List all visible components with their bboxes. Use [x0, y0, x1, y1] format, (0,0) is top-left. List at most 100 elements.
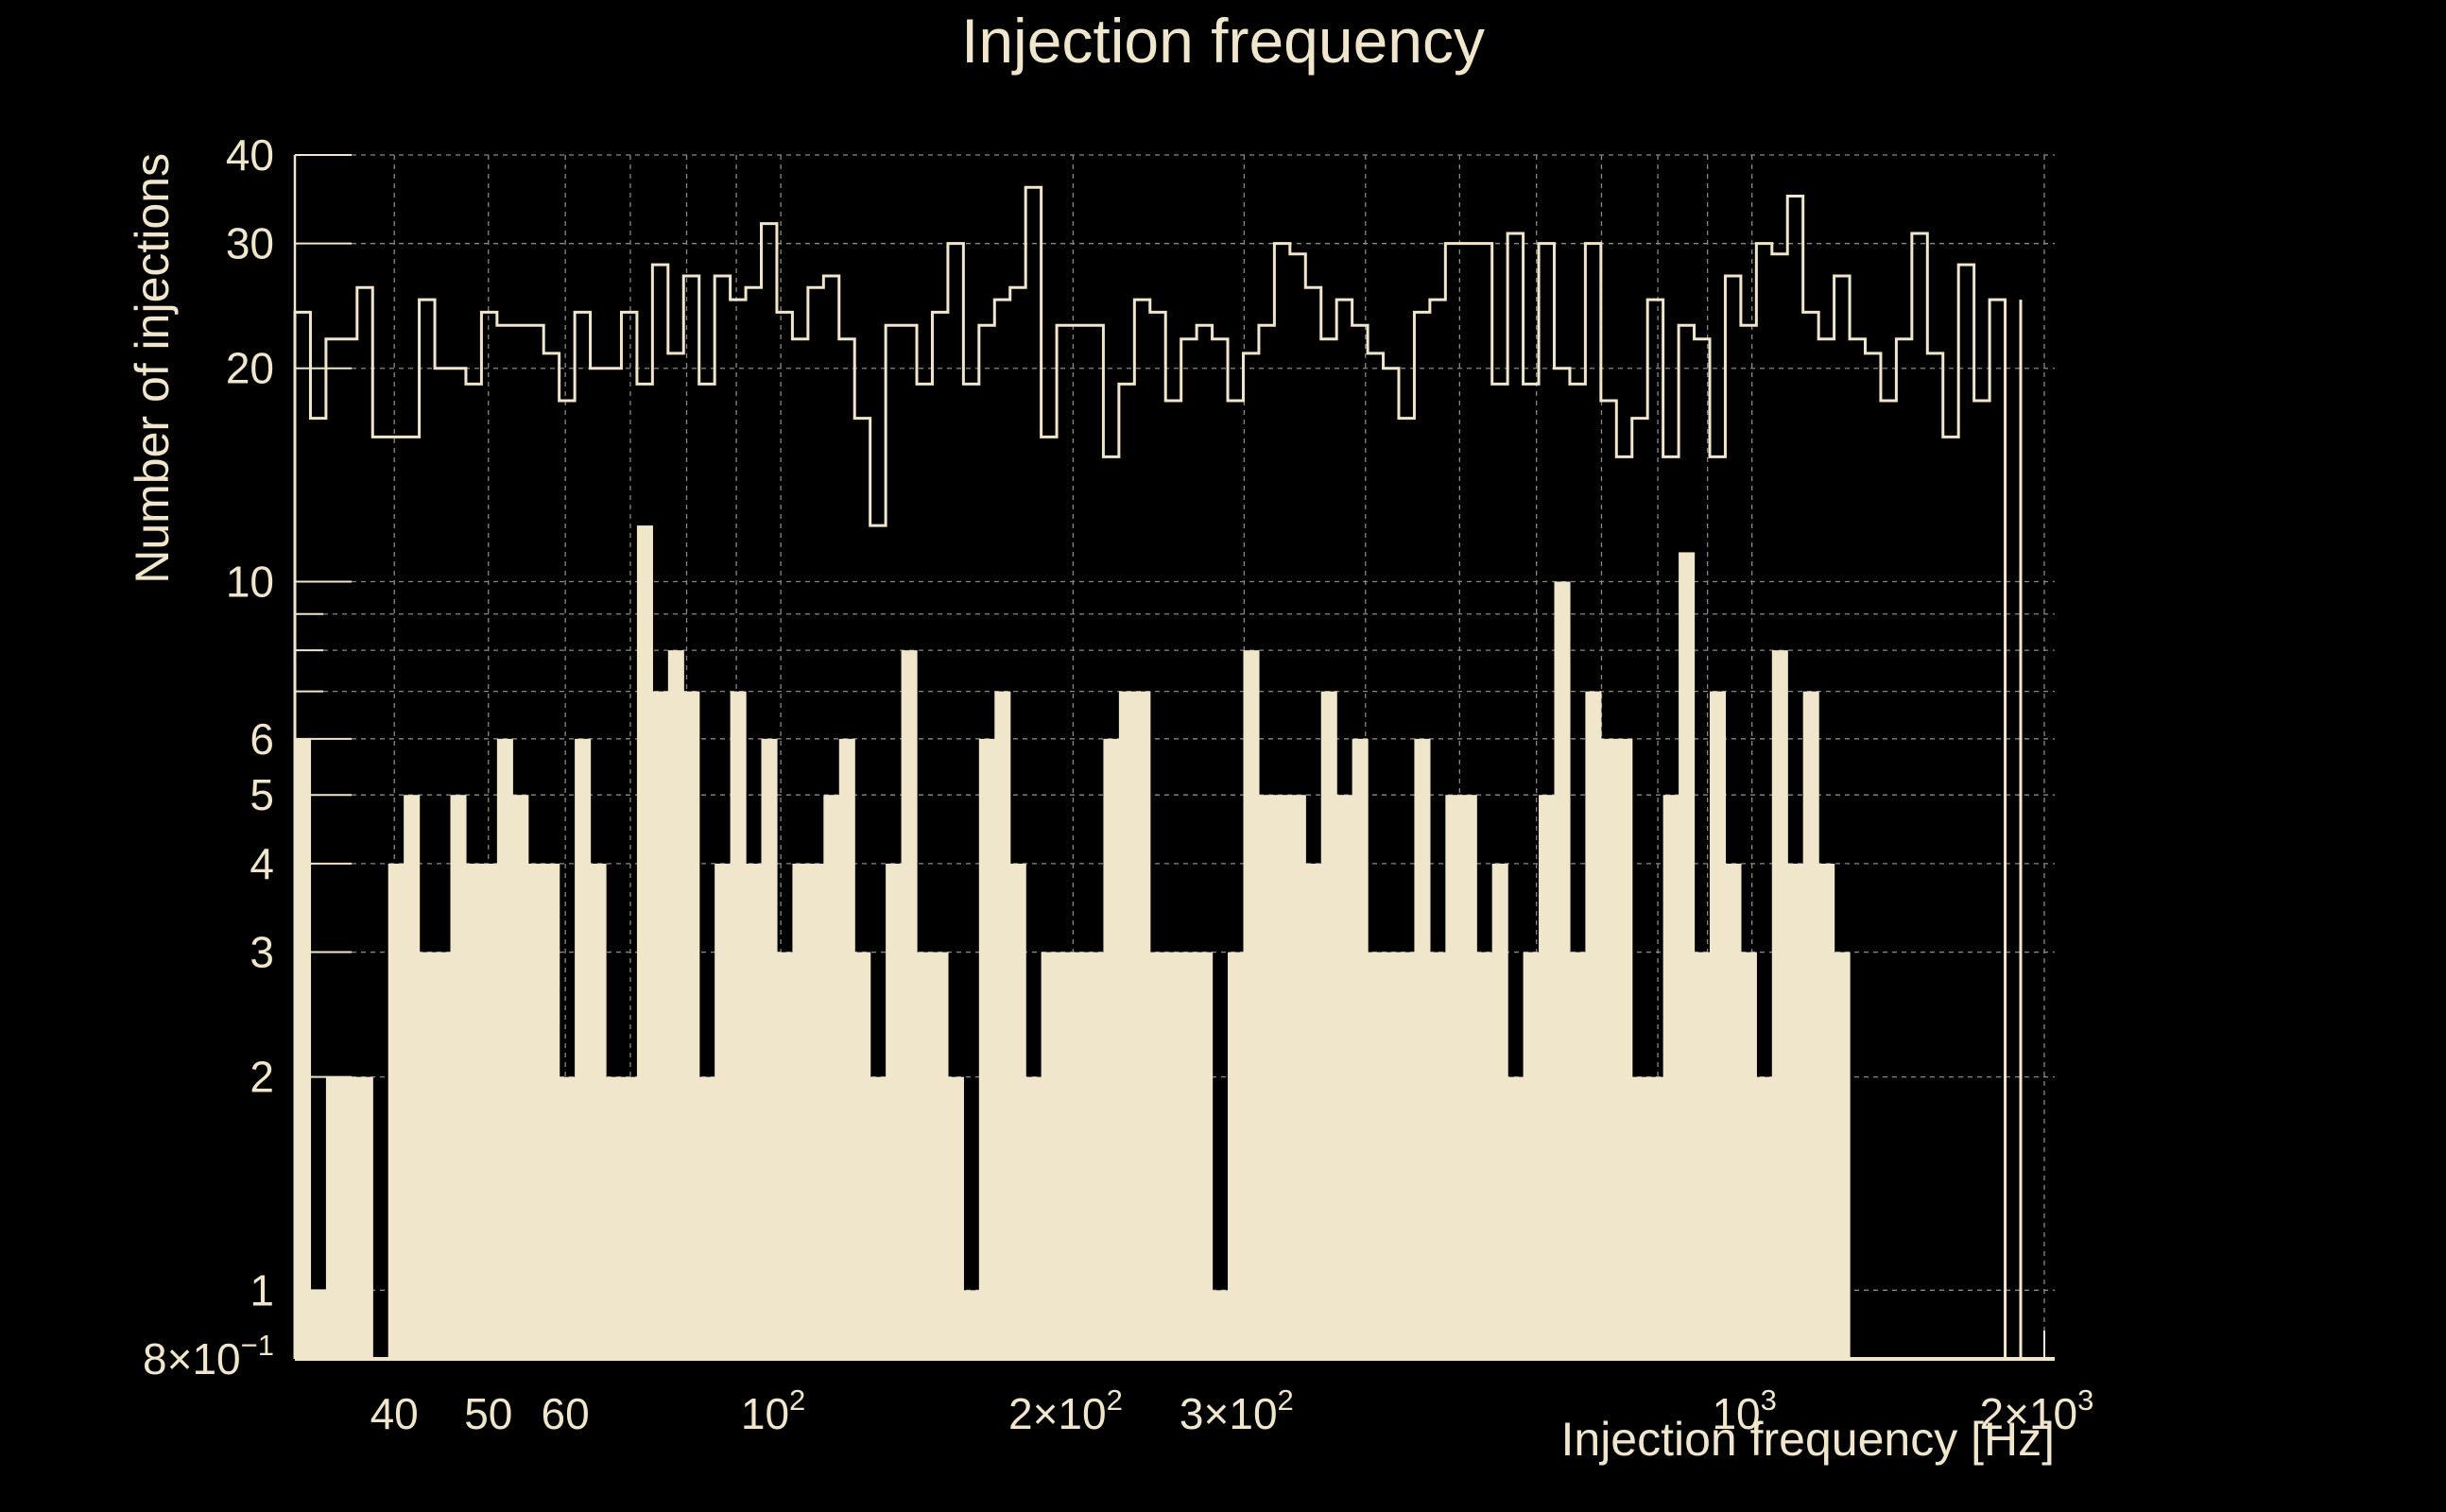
recovered-bar [917, 952, 934, 1359]
y-tick-label: 3 [250, 928, 274, 977]
recovered-bar [1491, 863, 1508, 1359]
recovered-bar [932, 952, 949, 1359]
recovered-bar [1725, 863, 1742, 1359]
recovered-bar [1336, 795, 1353, 1359]
y-tick-label: 30 [226, 219, 274, 268]
recovered-bar [1274, 795, 1291, 1359]
recovered-bar [1460, 795, 1477, 1359]
recovered-bar [1165, 952, 1182, 1359]
recovered-bar [667, 650, 684, 1359]
recovered-bar [310, 1290, 327, 1359]
recovered-bar [1756, 1076, 1773, 1359]
recovered-bar [683, 691, 700, 1359]
recovered-bar [1445, 795, 1462, 1359]
recovered-bar [870, 1076, 887, 1359]
recovered-bar [1616, 738, 1633, 1359]
recovered-bar [1103, 738, 1120, 1359]
axes-layer [293, 154, 2055, 1361]
recovered-bar [450, 795, 467, 1359]
y-tick-label: 8×10−1 [143, 1329, 274, 1383]
injected-step-line [293, 185, 2023, 1361]
recovered-bar [636, 525, 653, 1359]
recovered-bar [512, 795, 529, 1359]
recovered-bar [1180, 952, 1197, 1359]
recovered-bar [1818, 863, 1835, 1359]
recovered-bar [465, 863, 483, 1359]
recovered-bar [1352, 738, 1369, 1359]
recovered-bar [341, 1076, 358, 1359]
x-tick-label: 50 [464, 1389, 512, 1438]
y-tick-label: 20 [226, 344, 274, 393]
recovered-bar [1072, 952, 1089, 1359]
x-tick-label: 103 [1712, 1383, 1776, 1438]
recovered-bar [1662, 795, 1679, 1359]
recovered-bar [886, 863, 903, 1359]
recovered-bar [1398, 952, 1416, 1359]
recovered-bar [1740, 952, 1757, 1359]
recovered-bar [901, 650, 918, 1359]
recovered-bar [1368, 952, 1385, 1359]
x-tick-label: 2×103 [1980, 1383, 2094, 1438]
recovered-bar [1694, 952, 1711, 1359]
recovered-bar [575, 738, 592, 1359]
recovered-bar [388, 863, 405, 1359]
recovered-bar [1507, 1076, 1524, 1359]
x-tick-label: 40 [370, 1389, 419, 1438]
recovered-bar [1787, 863, 1804, 1359]
recovered-bar [1383, 952, 1400, 1359]
recovered-bar [1305, 863, 1322, 1359]
recovered-bar [1025, 1076, 1042, 1359]
x-tick-label: 3×102 [1180, 1383, 1294, 1438]
recovered-bar [1569, 952, 1586, 1359]
recovered-bar [1041, 952, 1058, 1359]
recovered-bar [1802, 691, 1819, 1359]
recovered-bar [1009, 863, 1026, 1359]
recovered-bar [652, 691, 669, 1359]
recovered-bar [1554, 581, 1571, 1359]
recovered-bar [1834, 952, 1851, 1359]
recovered-bar [1243, 650, 1260, 1359]
recovered-bar [746, 863, 763, 1359]
recovered-bar [1289, 795, 1306, 1359]
x-tick-labels: 40 50 60 102 2×102 3×102 103 2×103 [370, 1383, 2094, 1438]
recovered-bar [1320, 691, 1337, 1359]
y-tick-labels: 8×10−1 1 2 3 4 5 6 10 20 30 40 [143, 130, 274, 1383]
recovered-bar [1771, 650, 1788, 1359]
recovered-bar [1414, 738, 1431, 1359]
recovered-bar [838, 738, 855, 1359]
y-tick-label: 6 [250, 714, 274, 764]
recovered-bar [994, 691, 1011, 1359]
recovered-bar [1429, 952, 1446, 1359]
recovered-bars [295, 525, 1851, 1359]
x-tick-label: 102 [741, 1383, 805, 1438]
x-axis-label: Injection frequency [Hz] [1561, 1413, 2056, 1466]
recovered-bar [543, 863, 560, 1359]
recovered-bar [776, 952, 794, 1359]
recovered-bar [698, 1076, 715, 1359]
recovered-bar [419, 952, 436, 1359]
recovered-bar [1087, 952, 1105, 1359]
recovered-bar [621, 1076, 638, 1359]
recovered-bar [761, 738, 778, 1359]
recovered-bar [1647, 1076, 1664, 1359]
y-tick-label: 4 [250, 839, 274, 888]
recovered-bar [792, 863, 809, 1359]
recovered-bar [1228, 952, 1245, 1359]
recovered-bar [963, 1290, 980, 1359]
recovered-bar [559, 1076, 576, 1359]
chart-title: Injection frequency [961, 6, 1485, 76]
x-tick-label: 60 [542, 1389, 590, 1438]
recovered-bar [404, 795, 421, 1359]
y-tick-label: 1 [250, 1265, 274, 1314]
recovered-bar [1600, 738, 1617, 1359]
recovered-bar [947, 1076, 964, 1359]
y-axis-label: Number of injections [126, 153, 179, 584]
y-tick-label: 2 [250, 1053, 274, 1102]
recovered-bar [1212, 1290, 1229, 1359]
recovered-bar [1134, 691, 1151, 1359]
y-tick-label: 40 [226, 130, 274, 180]
recovered-bar [1709, 691, 1727, 1359]
recovered-bar [715, 863, 732, 1359]
y-tick-label: 5 [250, 770, 274, 819]
